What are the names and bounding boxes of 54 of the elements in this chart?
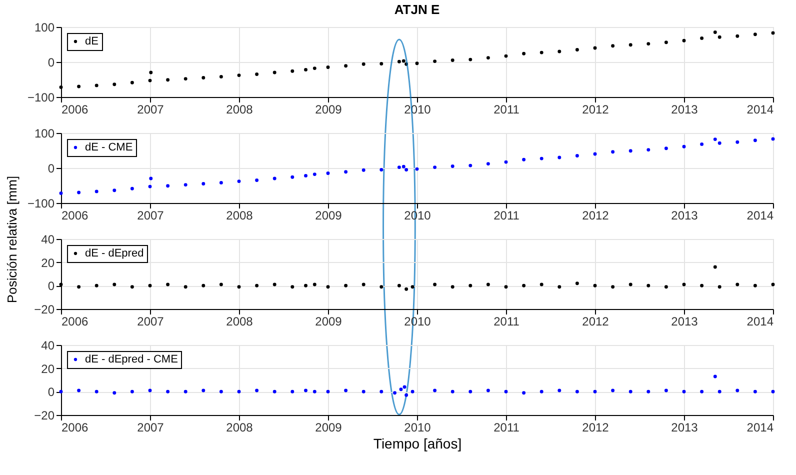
y-tick-label: 100 (34, 20, 55, 34)
x-tick-label: 2012 (582, 420, 610, 434)
x-tick-label: 2013 (671, 102, 698, 116)
x-tick-label: 2013 (671, 314, 698, 328)
x-tick-label: 2008 (226, 208, 254, 222)
y-tick-label: 20 (41, 256, 55, 270)
x-tick-label: 2014 (746, 314, 774, 328)
y-tick-label: 40 (41, 338, 55, 352)
x-tick-label: 2008 (226, 420, 254, 434)
x-tick-label: 2009 (315, 102, 342, 116)
x-tick-label: 2014 (746, 102, 774, 116)
x-tick-label: 2007 (137, 208, 164, 222)
y-tick-label: −100 (27, 196, 55, 210)
x-tick-label: 2007 (137, 420, 164, 434)
x-tick-label: 2006 (62, 208, 89, 222)
y-axis-title: Posición relativa [mm] (4, 176, 20, 304)
y-tick-label: 0 (48, 385, 55, 400)
x-tick-label: 2008 (226, 102, 254, 116)
x-tick-label: 2012 (582, 208, 610, 222)
y-tick-label: 20 (41, 362, 55, 376)
x-tick-label: 2011 (494, 314, 520, 328)
x-tick-label: 2012 (582, 102, 610, 116)
legend-label: dE (85, 36, 98, 48)
x-tick-label: 2014 (746, 208, 774, 222)
x-tick-label: 2006 (62, 420, 89, 434)
chart-title: ATJN E (394, 2, 440, 17)
x-tick-label: 2014 (746, 420, 774, 434)
x-tick-label: 2011 (494, 420, 520, 434)
y-tick-label: 0 (48, 56, 55, 70)
y-tick-label: −100 (27, 90, 55, 104)
y-tick-label: 0 (48, 279, 55, 294)
x-tick-label: 2011 (494, 102, 520, 116)
x-tick-label: 2012 (582, 314, 610, 328)
x-tick-label: 2009 (315, 208, 342, 222)
x-tick-label: 2006 (62, 314, 89, 328)
x-tick-label: 2013 (671, 420, 698, 434)
y-tick-label: 100 (34, 126, 55, 140)
x-tick-label: 2008 (226, 314, 254, 328)
y-tick-label: −20 (34, 408, 55, 422)
x-tick-label: 2009 (315, 314, 342, 328)
x-tick-label: 2010 (404, 420, 432, 434)
x-tick-label: 2013 (671, 208, 698, 222)
x-tick-label: 2011 (494, 208, 520, 222)
legend-label: dE - CME (85, 142, 133, 154)
x-tick-label: 2007 (137, 314, 164, 328)
x-tick-label: 2009 (315, 420, 342, 434)
legend-label: dE - dEpred - CME (85, 354, 178, 366)
y-tick-label: −20 (34, 302, 55, 316)
y-tick-label: 0 (48, 162, 55, 176)
x-axis-title: Tiempo [años] (373, 436, 462, 452)
legend-label: dE - dEpred (85, 248, 144, 260)
y-tick-label: 40 (41, 232, 55, 246)
x-tick-label: 2007 (137, 102, 164, 116)
x-tick-label: 2006 (62, 102, 89, 116)
